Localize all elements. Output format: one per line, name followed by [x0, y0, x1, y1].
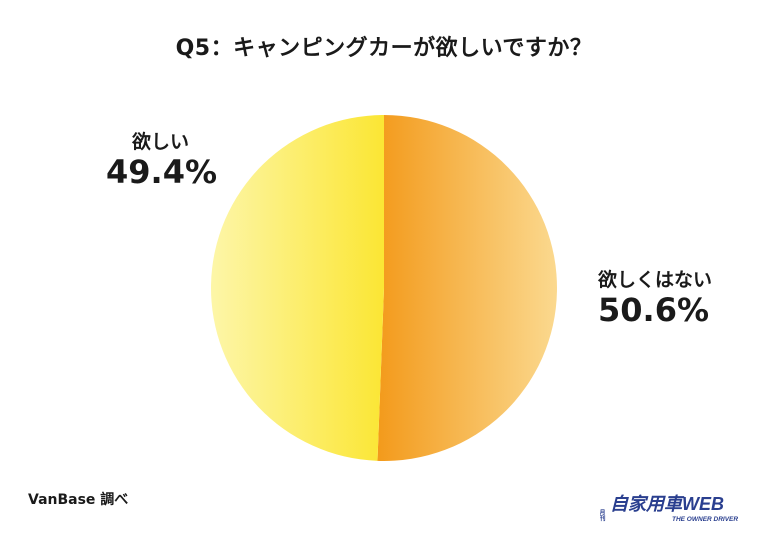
logo-text: 自家用車WEB: [610, 494, 724, 514]
slice-label-no: 欲しくはない 50.6%: [598, 269, 713, 329]
chart-title: Q5：キャンピングカーが欲しいですか？: [175, 36, 593, 61]
pie-slice-no: [377, 115, 557, 461]
pie-slice-yes: [210, 115, 384, 461]
slice-name-no: 欲しくはない: [598, 269, 713, 291]
slice-name-yes: 欲しい: [132, 131, 190, 153]
source-note: VanBase 調べ: [28, 492, 129, 508]
slice-percent-no: 50.6%: [598, 290, 710, 329]
slice-label-yes: 欲しい 49.4%: [106, 131, 218, 191]
logo-prefix: 月刊: [600, 508, 606, 522]
publisher-logo: 月刊 自家用車WEB THE OWNER DRIVER: [600, 494, 738, 523]
slice-percent-yes: 49.4%: [106, 152, 218, 191]
logo-tagline: THE OWNER DRIVER: [672, 516, 738, 523]
